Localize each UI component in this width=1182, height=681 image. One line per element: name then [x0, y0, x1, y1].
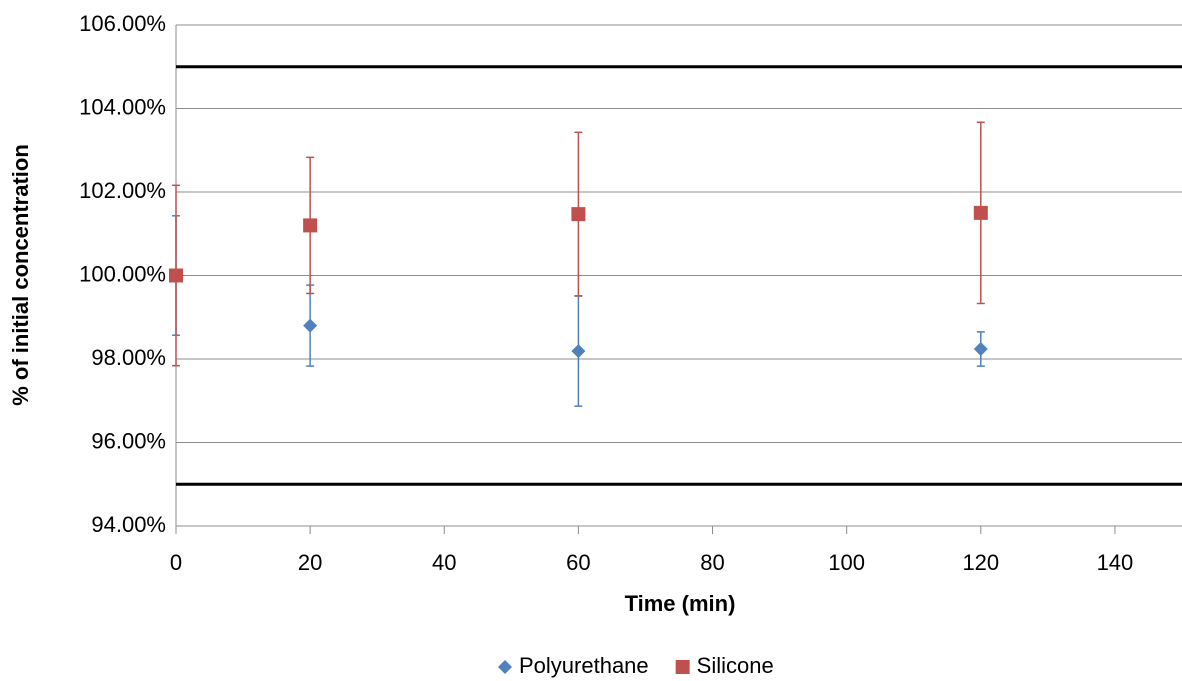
y-tick-label: 96.00% — [91, 428, 166, 453]
y-tick-label: 100.00% — [79, 261, 166, 286]
point — [973, 341, 988, 356]
x-tick-label: 40 — [432, 550, 456, 575]
point — [571, 207, 586, 222]
legend-label: Polyurethane — [519, 653, 649, 678]
x-tick-label: 60 — [566, 550, 590, 575]
x-tick-label: 80 — [700, 550, 724, 575]
y-tick-label: 98.00% — [91, 345, 166, 370]
x-tick-label: 20 — [298, 550, 322, 575]
y-axis-label: % of initial concentration — [8, 144, 33, 406]
legend-label: Silicone — [697, 653, 774, 678]
y-tick-label: 94.00% — [91, 512, 166, 537]
x-tick-label: 120 — [962, 550, 999, 575]
point — [571, 344, 586, 359]
point — [303, 318, 318, 333]
x-tick-label: 0 — [170, 550, 182, 575]
x-tick-label: 100 — [828, 550, 865, 575]
point — [973, 205, 988, 220]
point — [169, 268, 183, 283]
y-tick-label: 102.00% — [79, 178, 166, 203]
y-tick-label: 106.00% — [79, 11, 166, 36]
x-tick-label: 140 — [1097, 550, 1134, 575]
y-tick-label: 104.00% — [79, 94, 166, 119]
point — [303, 218, 318, 233]
x-axis-label: Time (min) — [625, 591, 736, 616]
legend-marker — [498, 660, 512, 674]
legend-marker — [675, 660, 690, 674]
